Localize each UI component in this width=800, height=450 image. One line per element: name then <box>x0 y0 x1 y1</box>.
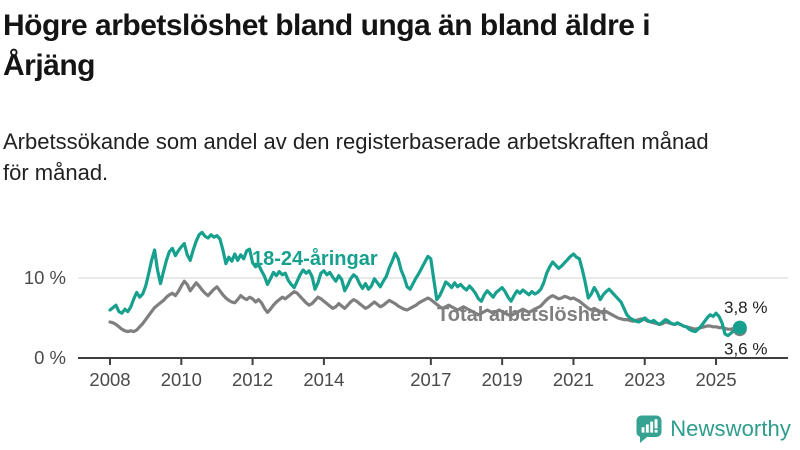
series-end-dot <box>732 320 747 335</box>
series-end-value-label: 3,6 % <box>724 340 767 359</box>
chart-subtitle-line-1: Arbetssökande som andel av den registerb… <box>3 129 709 154</box>
chart-subtitle: Arbetssökande som andel av den registerb… <box>3 126 783 188</box>
y-tick-label: 0 % <box>34 347 66 368</box>
y-tick-label: 10 % <box>24 267 66 288</box>
x-tick-label: 2012 <box>232 369 273 390</box>
x-tick-label: 2025 <box>695 369 736 390</box>
page-title: Högre arbetslöshet bland unga än bland ä… <box>3 6 783 86</box>
x-tick-label: 2014 <box>303 369 344 390</box>
x-tick-label: 2017 <box>410 369 451 390</box>
x-tick-label: 2008 <box>89 369 130 390</box>
series-line-total <box>108 279 742 334</box>
x-tick-label: 2021 <box>553 369 594 390</box>
series-line-youth <box>108 230 742 338</box>
x-tick-label: 2019 <box>482 369 523 390</box>
newsworthy-speech-bubble-icon <box>636 415 662 443</box>
bubble-shape <box>636 415 662 443</box>
newsworthy-wordmark: Newsworthy <box>670 416 791 441</box>
page-title-line-2: Årjäng <box>3 49 96 82</box>
series-name-label: Total arbetslöshet <box>437 304 608 326</box>
x-tick-label: 2010 <box>161 369 202 390</box>
newsworthy-logo[interactable]: Newsworthy <box>635 414 791 444</box>
chart-subtitle-line-2: för månad. <box>3 160 109 185</box>
x-tick-label: 2023 <box>624 369 665 390</box>
bar-3 <box>650 421 654 433</box>
series-end-value-label: 3,8 % <box>724 298 767 317</box>
page-title-line-1: Högre arbetslöshet bland unga än bland ä… <box>3 9 651 42</box>
exclamation-bar <box>654 419 658 429</box>
series-name-label: 18-24-åringar <box>252 247 378 270</box>
bar-1 <box>641 427 645 433</box>
exclamation-dot <box>654 429 658 433</box>
bar-2 <box>646 424 649 433</box>
